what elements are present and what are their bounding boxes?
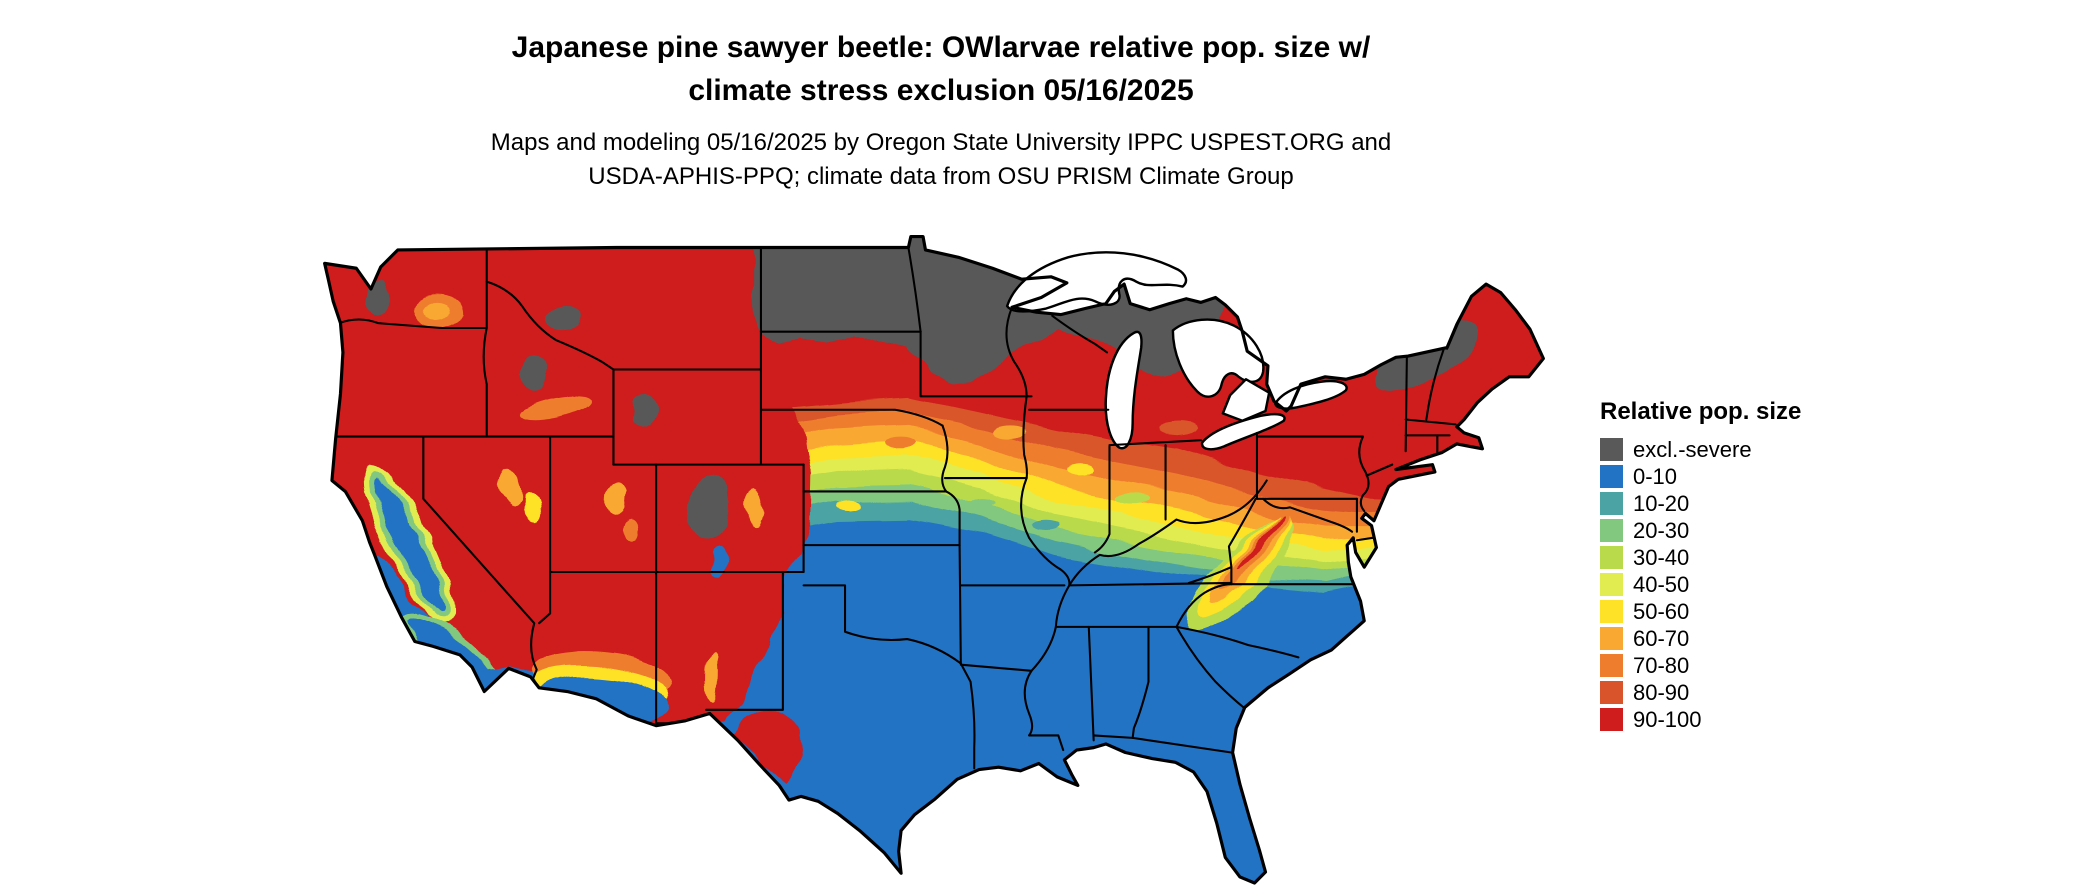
legend-swatch — [1600, 627, 1623, 650]
terrain-patch — [373, 479, 444, 611]
terrain-patch — [713, 548, 729, 576]
excluded-patch — [1138, 347, 1188, 380]
excluded-patch — [545, 302, 582, 332]
legend-swatch — [1600, 654, 1623, 677]
great-lakes — [1005, 251, 1348, 451]
legend-item: 0-10 — [1600, 465, 1801, 488]
terrain-patch — [1065, 464, 1095, 477]
legend-item-label: 40-50 — [1633, 572, 1690, 597]
map-title: Japanese pine sawyer beetle: OWlarvae re… — [0, 26, 1882, 112]
legend-swatch — [1600, 708, 1623, 731]
legend-item-label: 10-20 — [1633, 491, 1690, 516]
terrain-patch — [990, 424, 1025, 437]
lake-superior — [1005, 251, 1188, 313]
terrain-patch — [1032, 520, 1060, 531]
terrain-patch — [836, 501, 861, 511]
legend-items: excl.-severe 0-10 10-20 20-30 30-40 40-50 50-6… — [1600, 438, 1801, 731]
legend-item-label: excl.-severe — [1633, 437, 1752, 462]
us-map — [310, 228, 1558, 892]
legend-item-label: 60-70 — [1633, 626, 1690, 651]
terrain-patch — [498, 469, 522, 509]
map-subtitle-line-2: USDA-APHIS-PPQ; climate data from OSU PR… — [588, 163, 1294, 190]
legend-swatch — [1600, 465, 1623, 488]
map-title-line-2: climate stress exclusion 05/16/2025 — [688, 74, 1194, 107]
legend-swatch — [1600, 573, 1623, 596]
excluded-patch — [631, 395, 657, 427]
terrain-patch — [706, 652, 719, 702]
terrain-patch — [607, 479, 628, 516]
terrain-patch — [522, 493, 541, 522]
legend-swatch — [1600, 681, 1623, 704]
legend-item: 10-20 — [1600, 492, 1801, 515]
us-outline — [323, 234, 1545, 885]
legend-item-label: 70-80 — [1633, 653, 1690, 678]
terrain-patch — [624, 518, 640, 543]
terrain-patch — [520, 396, 593, 421]
legend-item: excl.-severe — [1600, 438, 1801, 461]
terrain-patch — [745, 489, 763, 524]
terrain-patch — [1235, 513, 1289, 572]
terrain-patch — [1116, 491, 1149, 504]
legend-item: 90-100 — [1600, 708, 1801, 731]
legend-item-label: 0-10 — [1633, 464, 1678, 489]
legend-item: 50-60 — [1600, 600, 1801, 623]
legend-item-label: 50-60 — [1633, 599, 1690, 624]
legend: Relative pop. size excl.-severe 0-10 10-20… — [1600, 398, 1801, 735]
legend-item: 70-80 — [1600, 654, 1801, 677]
state-borders — [330, 246, 1463, 770]
legend-item: 20-30 — [1600, 519, 1801, 542]
map-fill-layers — [324, 236, 1544, 884]
terrain-patch — [420, 302, 448, 320]
map-subtitle-line-1: Maps and modeling 05/16/2025 by Oregon S… — [490, 129, 1392, 156]
map-title-line-1: Japanese pine sawyer beetle: OWlarvae re… — [511, 31, 1371, 64]
legend-item: 80-90 — [1600, 681, 1801, 704]
legend-swatch — [1600, 519, 1623, 542]
terrain-patch — [970, 495, 995, 505]
legend-item-label: 20-30 — [1633, 518, 1690, 543]
legend-item-label: 80-90 — [1633, 680, 1690, 705]
legend-item-label: 90-100 — [1633, 707, 1702, 732]
map-canvas — [323, 234, 1545, 885]
lake-erie — [1200, 412, 1286, 451]
legend-title: Relative pop. size — [1600, 398, 1802, 425]
legend-swatch — [1600, 546, 1623, 569]
legend-item-label: 30-40 — [1633, 545, 1690, 570]
terrain-patch — [1159, 421, 1197, 437]
legend-item: 30-40 — [1600, 546, 1801, 569]
lake-huron — [1171, 318, 1265, 398]
map-subtitle: Maps and modeling 05/16/2025 by Oregon S… — [0, 126, 1882, 194]
legend-swatch — [1600, 492, 1623, 515]
legend-item: 60-70 — [1600, 627, 1801, 650]
legend-swatch — [1600, 438, 1623, 461]
excluded-patch — [368, 280, 391, 317]
excluded-patch — [687, 478, 730, 539]
west-red-region — [324, 354, 811, 726]
excluded-patch — [520, 353, 548, 391]
terrain-patch — [887, 436, 917, 449]
legend-item: 40-50 — [1600, 573, 1801, 596]
legend-swatch — [1600, 600, 1623, 623]
